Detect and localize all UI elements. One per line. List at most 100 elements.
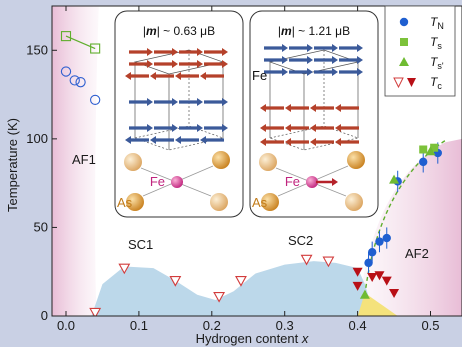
fe-moment-head — [332, 178, 338, 186]
marker-filled-circle — [364, 258, 373, 268]
legend-label: Ts' — [430, 55, 444, 71]
x-tick-label: 0.4 — [349, 318, 367, 333]
x-axis-label: Hydrogen content x — [196, 331, 309, 346]
marker-filled-triangle-down — [352, 281, 363, 291]
as-atom — [210, 193, 228, 211]
x-tick-label: 0.0 — [57, 318, 75, 333]
axes: 0.0 0.1 0.2 0.3 0.4 0.5 0 50 100 150 — [26, 5, 462, 333]
marker-open-square — [60, 31, 72, 42]
marker-filled-triangle-down — [381, 276, 392, 286]
marker-open-square — [90, 43, 101, 54]
spin-arrowhead — [222, 48, 228, 56]
spin-arrowhead — [197, 124, 203, 132]
as-atom — [345, 193, 363, 211]
as-atom — [124, 153, 142, 171]
legend-marker — [407, 78, 416, 87]
marker-filled-square — [419, 145, 428, 154]
spin-arrowhead — [200, 72, 206, 80]
legend-label: TN — [430, 15, 444, 31]
spin-arrowhead — [150, 72, 156, 80]
spin-arrowhead — [147, 98, 153, 106]
legend-marker — [400, 38, 408, 46]
marker-open-triangle-down — [118, 263, 131, 275]
y-tick-label: 100 — [26, 131, 48, 146]
x-tick-label: 0.1 — [130, 318, 148, 333]
spin-arrowhead — [285, 138, 291, 146]
spin-arrowhead — [147, 60, 153, 68]
y-tick-label: 0 — [41, 308, 48, 323]
fe-atom — [171, 176, 183, 188]
plot-frame — [51, 5, 462, 317]
y-axis-label: Temperature (K) — [5, 118, 20, 212]
x-tick-label: 0.2 — [203, 318, 221, 333]
region-sc — [91, 261, 380, 316]
spin-arrowhead — [260, 104, 266, 112]
marker-filled-circle — [382, 233, 391, 243]
fe-label: Fe — [150, 174, 165, 189]
as-atom — [212, 151, 230, 169]
legend-box — [384, 5, 456, 97]
spin-arrowhead — [150, 136, 156, 144]
spin-arrowhead — [282, 56, 288, 64]
marker-filled-triangle-down — [367, 273, 378, 283]
region-label-af1: AF1 — [72, 152, 96, 167]
spin-arrowhead — [285, 124, 291, 132]
marker-open-triangle-down — [322, 256, 335, 268]
legend-label: Ts — [430, 35, 442, 51]
as-atom — [261, 193, 279, 211]
spin-arrowhead — [197, 48, 203, 56]
spin-arrowhead — [335, 138, 341, 146]
spin-arrowhead — [175, 136, 181, 144]
spin-arrowhead — [172, 48, 178, 56]
lattice-bottom — [133, 125, 225, 151]
inset-af1-structure: |m| ~ 0.63 μB Fe As — [114, 10, 244, 218]
y-tick-label: 50 — [34, 219, 48, 234]
fe-label: Fe — [285, 174, 300, 189]
as-label: As — [252, 195, 268, 210]
marker-open-circle — [75, 77, 86, 88]
spin-arrowhead — [307, 56, 313, 64]
marker-filled-triangle — [389, 174, 400, 184]
spin-arrowhead — [307, 44, 313, 52]
marker-open-circle — [69, 75, 80, 86]
legend-marker — [399, 17, 409, 27]
spin-arrowhead — [332, 44, 338, 52]
marker-filled-triangle-down — [374, 271, 385, 281]
inset-af2-structure: |m| ~ 1.21 μB Fe As Fe — [249, 10, 379, 218]
spin-arrowhead — [332, 56, 338, 64]
as-atom — [259, 153, 277, 171]
marker-open-circle — [60, 66, 72, 77]
spin-arrowhead — [222, 124, 228, 132]
region-af1 — [52, 6, 99, 316]
inset-title: |m| ~ 0.63 μB — [143, 24, 215, 38]
marker-filled-circle — [419, 157, 428, 167]
spin-arrowhead — [172, 98, 178, 106]
marker-open-triangle-down — [213, 291, 226, 303]
spin-arrowhead — [125, 72, 131, 80]
spin-arrowhead — [282, 68, 288, 76]
x-axis-label-text: Hydrogen content — [196, 331, 302, 346]
legend-marker — [393, 77, 404, 89]
marker-filled-triangle-down — [389, 288, 400, 298]
spin-arrowhead — [310, 124, 316, 132]
x-tick-label: 0.5 — [421, 318, 439, 333]
marker-open-circle — [90, 94, 101, 106]
spin-arrowhead — [222, 98, 228, 106]
marker-open-triangle-down — [89, 307, 102, 316]
spin-arrowhead — [357, 68, 363, 76]
spin-arrowhead — [197, 60, 203, 68]
spin-arrowhead — [172, 60, 178, 68]
marker-filled-triangle-down — [352, 267, 363, 277]
legend: TN Ts Ts' Tc — [384, 5, 456, 97]
region-label-sc1: SC1 — [128, 237, 153, 252]
spin-arrowhead — [222, 60, 228, 68]
data-markers — [60, 31, 442, 316]
spin-arrowhead — [357, 56, 363, 64]
marker-filled-circle — [375, 237, 384, 246]
spin-arrowhead — [310, 104, 316, 112]
marker-open-triangle-down — [169, 276, 182, 287]
spin-arrowhead — [147, 48, 153, 56]
fe-atom — [306, 176, 318, 188]
as-label: As — [117, 195, 133, 210]
